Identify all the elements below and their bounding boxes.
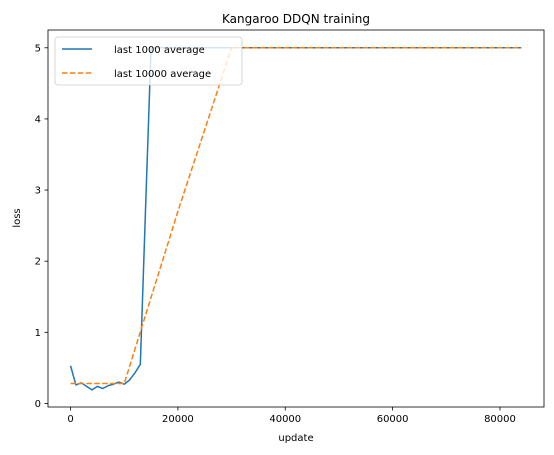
- y-axis-label: loss: [12, 208, 23, 227]
- y-tick-label: 1: [35, 328, 41, 339]
- y-tick-label: 3: [35, 186, 41, 197]
- legend-label-last-1000-average: last 1000 average: [114, 45, 205, 56]
- legend-box: [54, 36, 243, 86]
- y-tick-label: 2: [35, 257, 41, 268]
- legend: last 1000 average last 10000 average: [54, 36, 243, 86]
- plot-frame: [47, 29, 545, 408]
- series-line-last-10000-average: [70, 47, 522, 385]
- y-tick-label: 5: [35, 43, 41, 54]
- series-line-last-1000-average: [69, 47, 522, 391]
- x-tick-label: 80000: [484, 414, 516, 425]
- x-tick-label: 60000: [377, 414, 409, 425]
- y-tick-label: 4: [35, 114, 41, 125]
- y-axis: 0 1 2 3 4 5: [35, 43, 48, 410]
- x-axis: 0 20000 40000 60000 80000: [67, 407, 516, 425]
- legend-label-last-10000-average: last 10000 average: [114, 69, 211, 80]
- x-axis-label: update: [278, 433, 313, 444]
- series-layer: [69, 47, 522, 391]
- chart-title: Kangaroo DDQN training: [222, 12, 370, 26]
- x-tick-label: 40000: [269, 414, 301, 425]
- x-tick-label: 20000: [162, 414, 194, 425]
- x-tick-label: 0: [67, 414, 73, 425]
- y-tick-label: 0: [35, 399, 41, 410]
